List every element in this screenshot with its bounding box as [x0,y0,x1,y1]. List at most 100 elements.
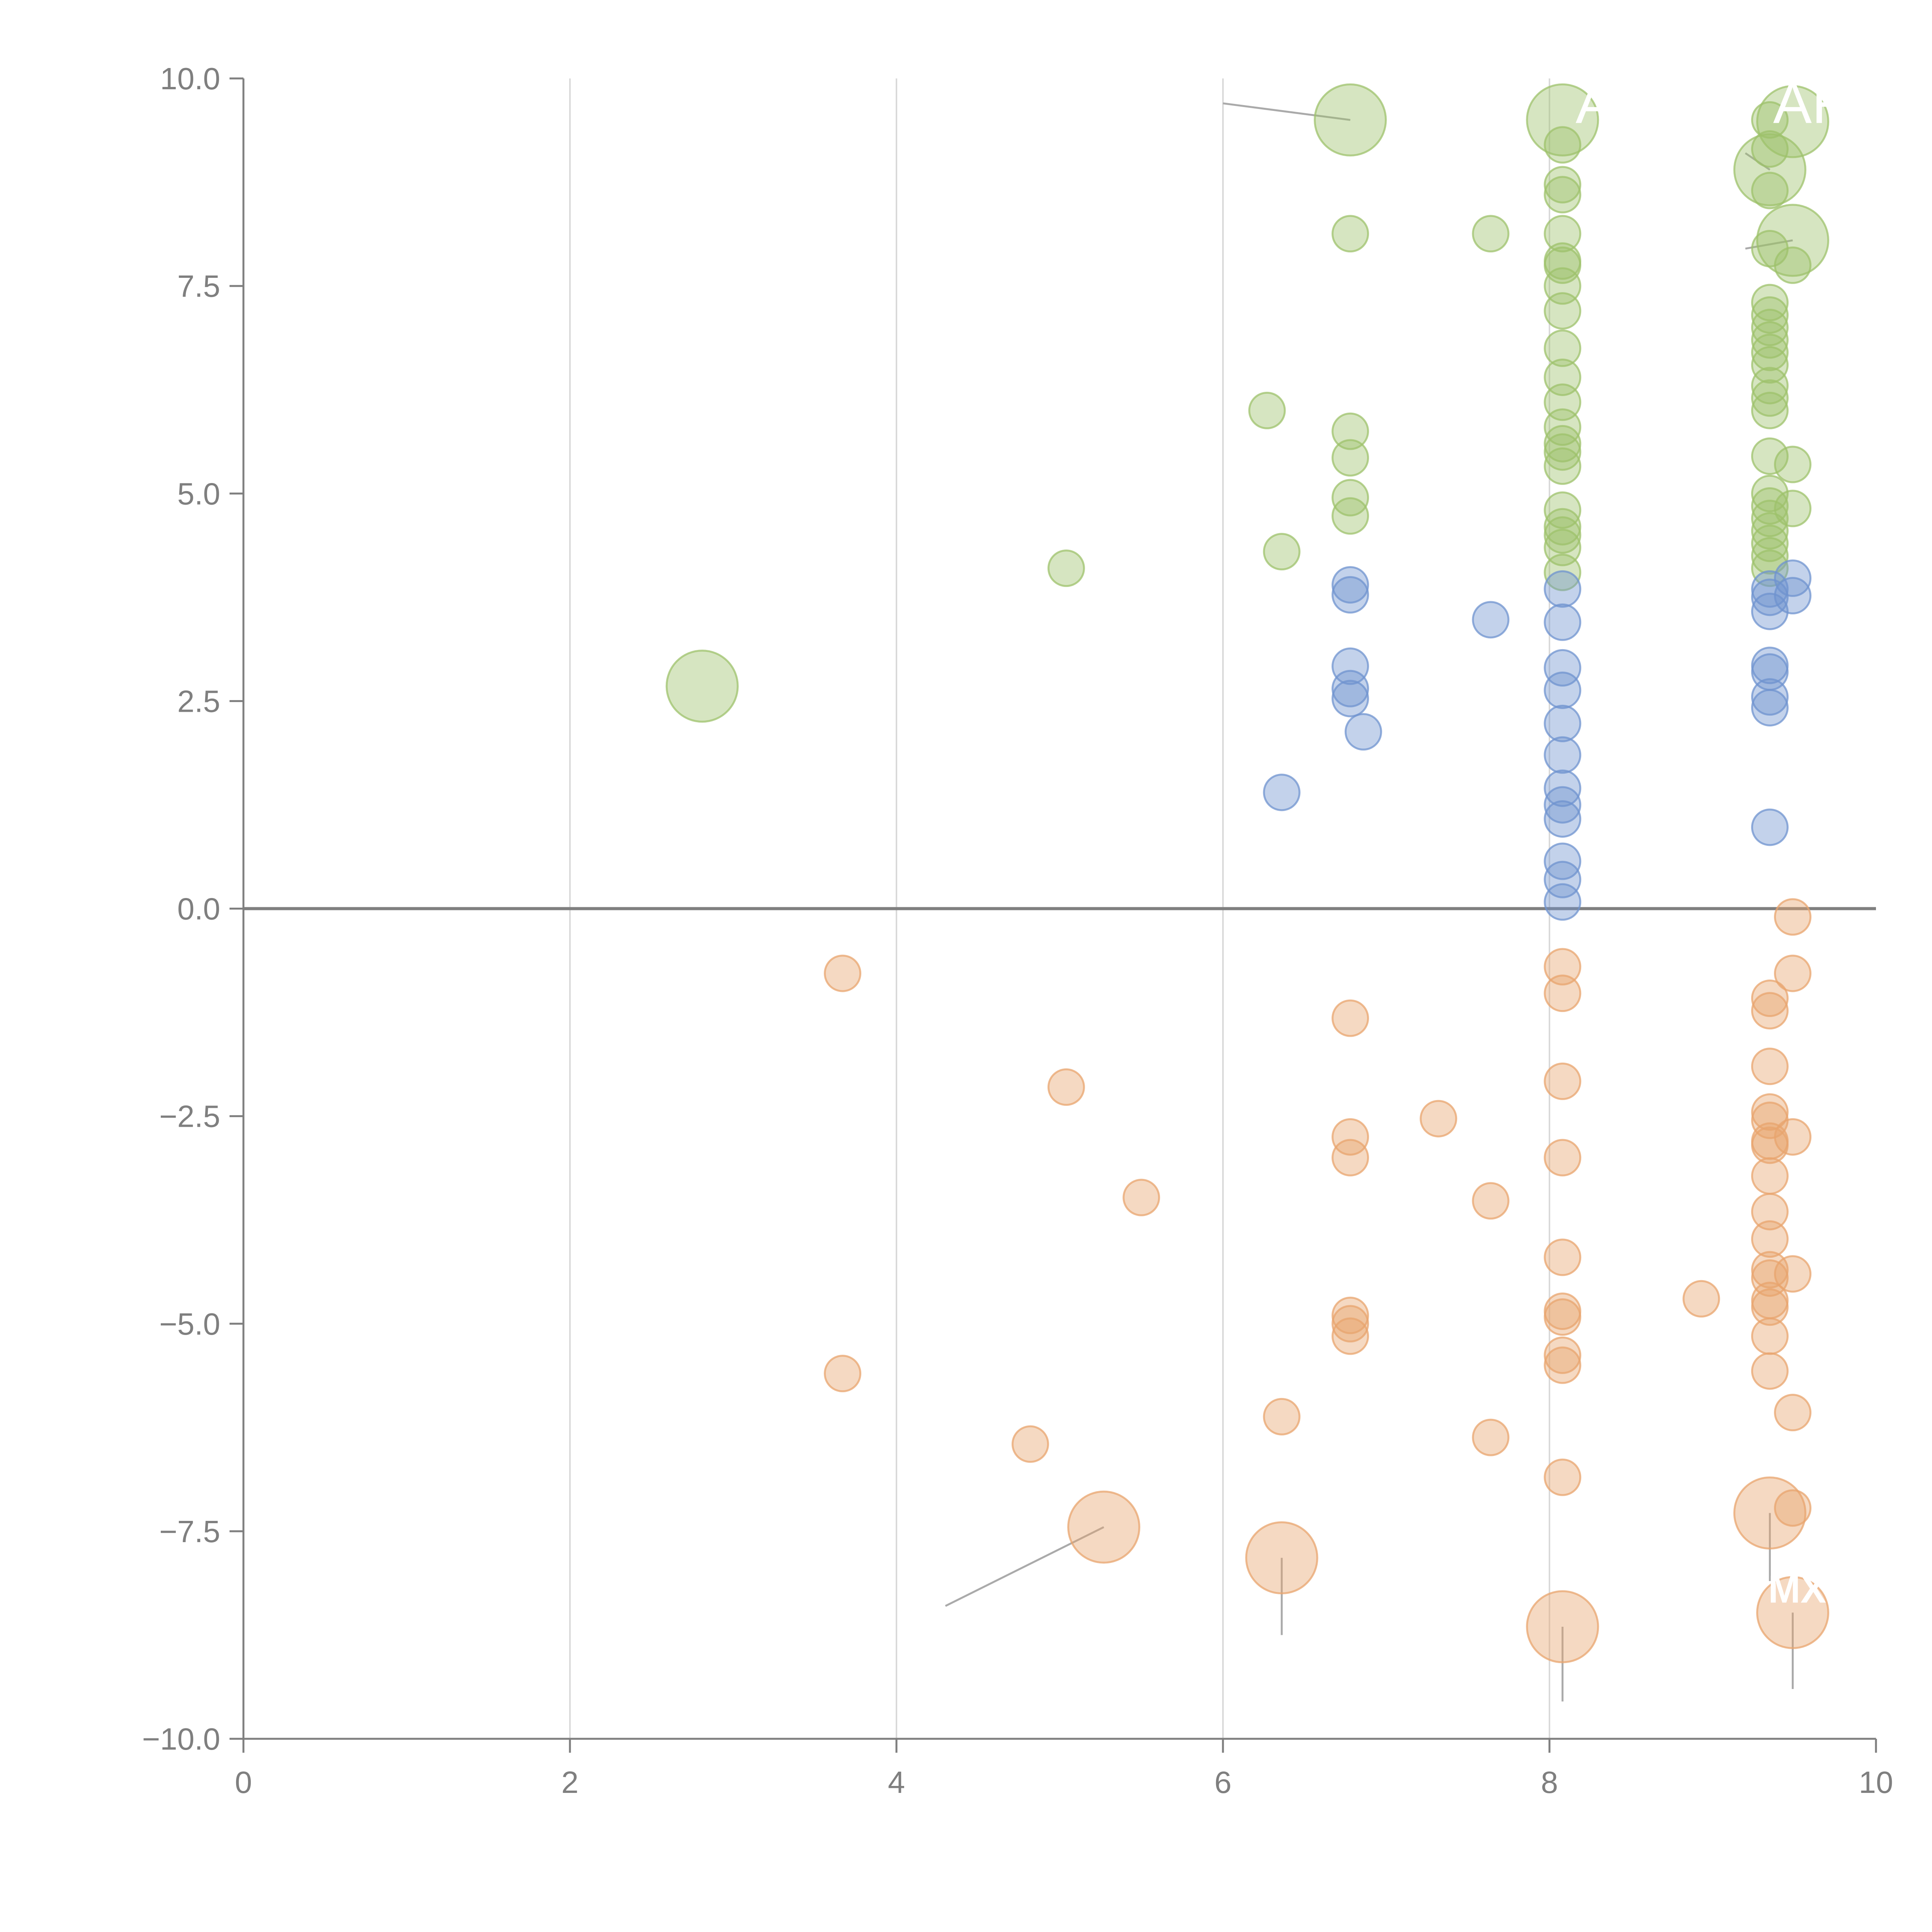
data-point-low-27 [1526,1590,1599,1663]
data-point-high-15 [1544,215,1582,253]
data-point-high-25 [1544,433,1582,471]
data-point-high-6 [1332,412,1369,450]
data-point-low-14 [1420,1100,1458,1138]
data-point-high-53 [1751,549,1789,587]
data-point-mid-18 [1544,861,1582,898]
annotation-label-1: AF [1773,70,1847,135]
data-point-mid-22 [1751,592,1789,630]
data-point-high-52 [1751,537,1789,575]
data-point-low-26 [1544,1458,1582,1496]
tick-marks-and-labels: 0 2 4 6 8 10 −10.0 −7.5 −5.0 −2.5 0.0 2.5 5.0 7.5 10.0 [142,61,1893,1799]
data-point-low-5 [1122,1179,1160,1216]
data-point-high-41 [1751,333,1789,371]
data-point-low-31 [1751,1048,1789,1085]
data-point-high-44 [1751,379,1789,417]
data-point-low-4 [1067,1490,1141,1564]
data-point-low-1 [824,1355,862,1393]
y-tick-label-4: 0.0 [177,892,220,926]
data-point-mid-14 [1544,769,1582,807]
data-point-high-14 [1544,176,1582,214]
data-point-low-8 [1332,999,1369,1037]
data-point-low-50 [1774,1394,1812,1432]
data-point-mid-7 [1472,601,1510,639]
annotation-labels: AA AF MX [1576,70,1847,1611]
data-point-low-46 [1774,898,1812,936]
data-point-low-25 [1544,1346,1582,1384]
data-point-low-20 [1544,1139,1582,1177]
data-point-high-42 [1751,346,1789,384]
data-point-low-3 [1047,1068,1085,1106]
data-point-high-57 [1774,446,1812,483]
data-point-high-17 [1544,246,1582,284]
data-point-mid-15 [1544,786,1582,824]
data-point-mid-11 [1544,671,1582,709]
y-tick-label-3: −2.5 [159,1099,220,1134]
data-point-low-29 [1751,980,1789,1017]
data-point-mid-27 [1751,808,1789,846]
data-point-mid-26 [1751,689,1789,727]
data-point-high-55 [1756,204,1830,277]
data-point-high-29 [1544,516,1582,554]
data-point-low-49 [1774,1255,1812,1293]
annotation-label-0: AA [1576,70,1653,135]
data-point-low-48 [1774,1118,1812,1156]
data-point-mid-4 [1332,670,1369,707]
data-point-low-24 [1544,1336,1582,1374]
data-point-low-35 [1751,1126,1789,1164]
data-point-low-18 [1544,975,1582,1012]
data-point-low-37 [1751,1193,1789,1231]
data-point-mid-12 [1544,704,1582,742]
x-tick-label-3: 6 [1214,1765,1232,1799]
data-point-low-30 [1751,992,1789,1030]
data-point-high-0 [665,650,739,723]
annotation-leader-6 [945,1526,1104,1607]
data-point-high-26 [1544,447,1582,485]
data-point-high-45 [1751,391,1789,429]
y-tick-label-6: 5.0 [177,476,220,511]
data-point-mid-1 [1332,566,1369,604]
data-points [665,83,1830,1663]
data-point-high-13 [1544,166,1582,204]
data-point-mid-29 [1774,577,1812,615]
data-point-high-3 [1263,533,1301,571]
data-point-low-32 [1751,1093,1789,1131]
x-tick-label-4: 8 [1541,1765,1558,1799]
data-point-low-45 [1733,1476,1806,1550]
data-point-low-28 [1682,1280,1720,1318]
data-point-low-11 [1332,1296,1369,1334]
x-tick-label-2: 4 [888,1765,905,1799]
x-tick-label-0: 0 [235,1765,252,1799]
x-tick-label-5: 10 [1859,1765,1893,1799]
data-point-high-20 [1544,329,1582,367]
data-point-low-52 [1756,1576,1830,1649]
data-point-low-39 [1751,1251,1789,1289]
y-tick-label-0: −10.0 [142,1722,220,1756]
data-point-mid-6 [1344,713,1382,751]
data-point-high-32 [1751,101,1789,139]
data-point-mid-19 [1544,883,1582,921]
data-point-low-38 [1751,1220,1789,1258]
data-point-high-2 [1248,391,1286,429]
data-point-low-12 [1332,1305,1369,1343]
data-point-mid-16 [1544,800,1582,838]
data-point-high-28 [1544,508,1582,546]
data-point-low-2 [1011,1425,1049,1463]
data-point-low-7 [1245,1521,1318,1595]
data-point-low-6 [1263,1398,1301,1435]
annotation-leader-3 [1223,102,1350,121]
data-point-high-56 [1774,246,1812,284]
data-point-low-42 [1751,1288,1789,1326]
y-tick-label-7: 7.5 [177,269,220,303]
y-tick-label-5: 2.5 [177,684,220,718]
y-tick-label-2: −5.0 [159,1307,220,1341]
data-point-high-1 [1047,549,1085,587]
data-point-low-15 [1472,1182,1510,1220]
data-point-low-44 [1751,1352,1789,1390]
data-point-high-12 [1544,126,1582,164]
data-point-high-46 [1751,437,1789,475]
data-point-mid-9 [1544,603,1582,641]
data-point-mid-8 [1544,570,1582,608]
annotation-label-2: MX [1768,1568,1826,1611]
data-point-low-40 [1751,1259,1789,1297]
